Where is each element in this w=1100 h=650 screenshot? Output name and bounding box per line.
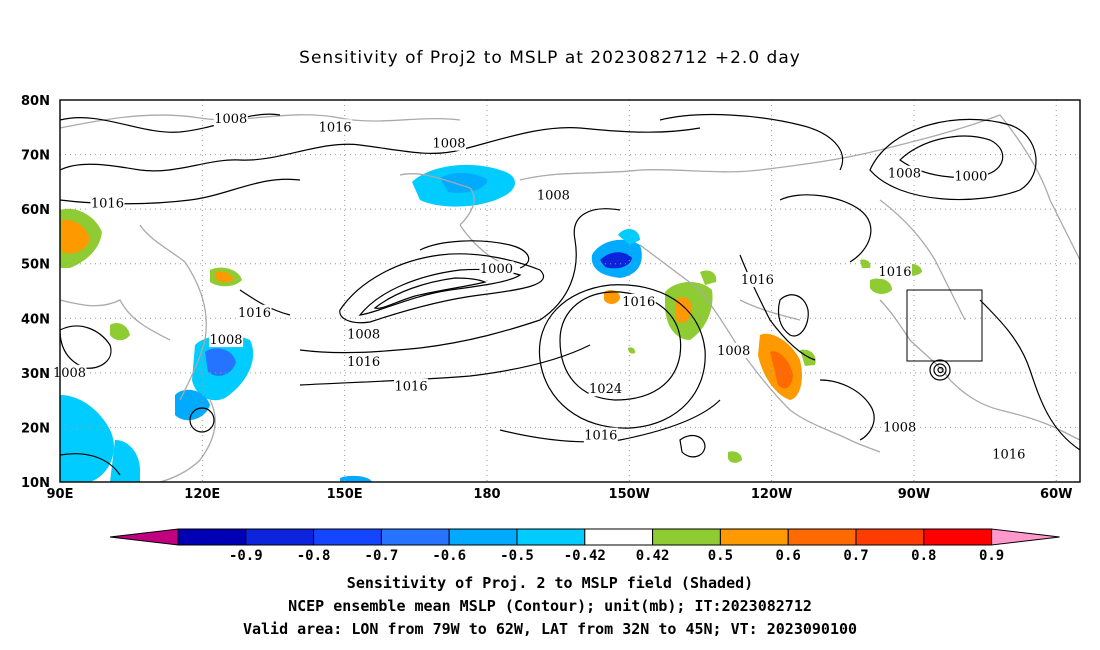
colorbar-swatch: [245, 528, 315, 546]
colorbar-label: 0.7: [843, 548, 868, 564]
colorbar-label: -0.8: [297, 548, 331, 564]
lon-label: 90E: [47, 487, 74, 502]
contour-label: 1008: [347, 328, 380, 343]
contour-label: 1008: [209, 333, 242, 348]
lon-label: 60W: [1040, 487, 1072, 502]
colorbar-swatch: [584, 528, 654, 546]
colorbar-label: 0.6: [776, 548, 801, 564]
mslp-contours: [59, 113, 1081, 476]
contour-label: 1008: [883, 420, 916, 435]
colorbar-swatch: [516, 528, 586, 546]
contour-label: 1016: [91, 197, 124, 212]
contour-label: 1008: [717, 344, 750, 359]
colorbar-swatch: [448, 528, 518, 546]
coastlines: [59, 114, 1081, 483]
contour-label: 1016: [622, 295, 655, 310]
map-frame: [59, 99, 1081, 483]
colorbar-swatch: [177, 528, 247, 546]
colorbar-label: -0.42: [564, 548, 606, 564]
colorbar-swatch: [719, 528, 789, 546]
colorbar-right-arrow: [991, 528, 1060, 546]
map-title: Sensitivity of Proj2 to MSLP at 20230827…: [299, 48, 801, 68]
lat-label: 60N: [21, 203, 50, 218]
lon-label: 120E: [184, 487, 220, 502]
contour-label: 1016: [992, 448, 1025, 463]
contour-label: 1024: [589, 382, 622, 397]
lon-label: 180: [473, 487, 500, 502]
lat-label: 20N: [21, 421, 50, 436]
lon-label: 150W: [609, 487, 650, 502]
lat-label: 80N: [21, 94, 50, 109]
contour-label: 1008: [214, 112, 247, 127]
contour-label: 1016: [584, 429, 617, 444]
lat-label: 40N: [21, 312, 50, 327]
lon-label: 90W: [898, 487, 930, 502]
lat-label: 50N: [21, 258, 50, 273]
colorbar-label: -0.7: [365, 548, 399, 564]
colorbar-left-arrow: [109, 528, 179, 546]
contour-label: 1000: [480, 262, 513, 277]
sensitivity-shading: [60, 164, 922, 482]
contour-label: 1016: [878, 265, 911, 280]
colorbar-swatch: [313, 528, 382, 546]
contour-label: 1000: [954, 169, 987, 184]
contour-label: 1008: [53, 366, 86, 381]
lat-label: 10N: [21, 476, 50, 491]
colorbar-swatch: [787, 528, 857, 546]
caption-valid-area: Valid area: LON from 79W to 62W, LAT fro…: [242, 620, 858, 638]
contour-label: 1016: [238, 306, 271, 321]
contour-label: 1016: [319, 120, 352, 135]
lat-label: 30N: [21, 367, 50, 382]
contour-label: 1016: [347, 355, 380, 370]
colorbar-swatch: [652, 528, 721, 546]
gridlines: [60, 100, 1080, 482]
contour-label: 1008: [537, 189, 570, 204]
contour-label: 1008: [432, 137, 465, 152]
colorbar-label: 0.42: [636, 548, 670, 564]
lat-label: 70N: [21, 149, 50, 164]
colorbar-label: -0.6: [432, 548, 466, 564]
colorbar-label: -0.9: [229, 548, 263, 564]
colorbar: -0.9 -0.8 -0.7 -0.6 -0.5 -0.42 0.42 0.5 0.6 0.7 0.…: [109, 528, 1060, 564]
colorbar-label: 0.8: [911, 548, 936, 564]
caption-contour: NCEP ensemble mean MSLP (Contour); unit(…: [288, 597, 812, 615]
contour-label: 1008: [888, 167, 921, 182]
contour-label: 1016: [741, 273, 774, 288]
caption-shading: Sensitivity of Proj. 2 to MSLP field (Sh…: [346, 574, 754, 592]
valid-area-box: [906, 289, 983, 362]
colorbar-label: 0.9: [979, 548, 1004, 564]
colorbar-label: 0.5: [708, 548, 733, 564]
contour-labels: 1008 1008 1016 1008 1008 1000 1016 1000 1016 1016…: [52, 111, 1026, 463]
colorbar-swatch: [380, 528, 450, 546]
colorbar-label: -0.5: [500, 548, 534, 564]
contour-label: 1016: [395, 380, 428, 395]
lon-label: 120W: [751, 487, 792, 502]
lon-label: 150E: [327, 487, 363, 502]
colorbar-swatch: [923, 528, 993, 546]
colorbar-swatch: [855, 528, 925, 546]
